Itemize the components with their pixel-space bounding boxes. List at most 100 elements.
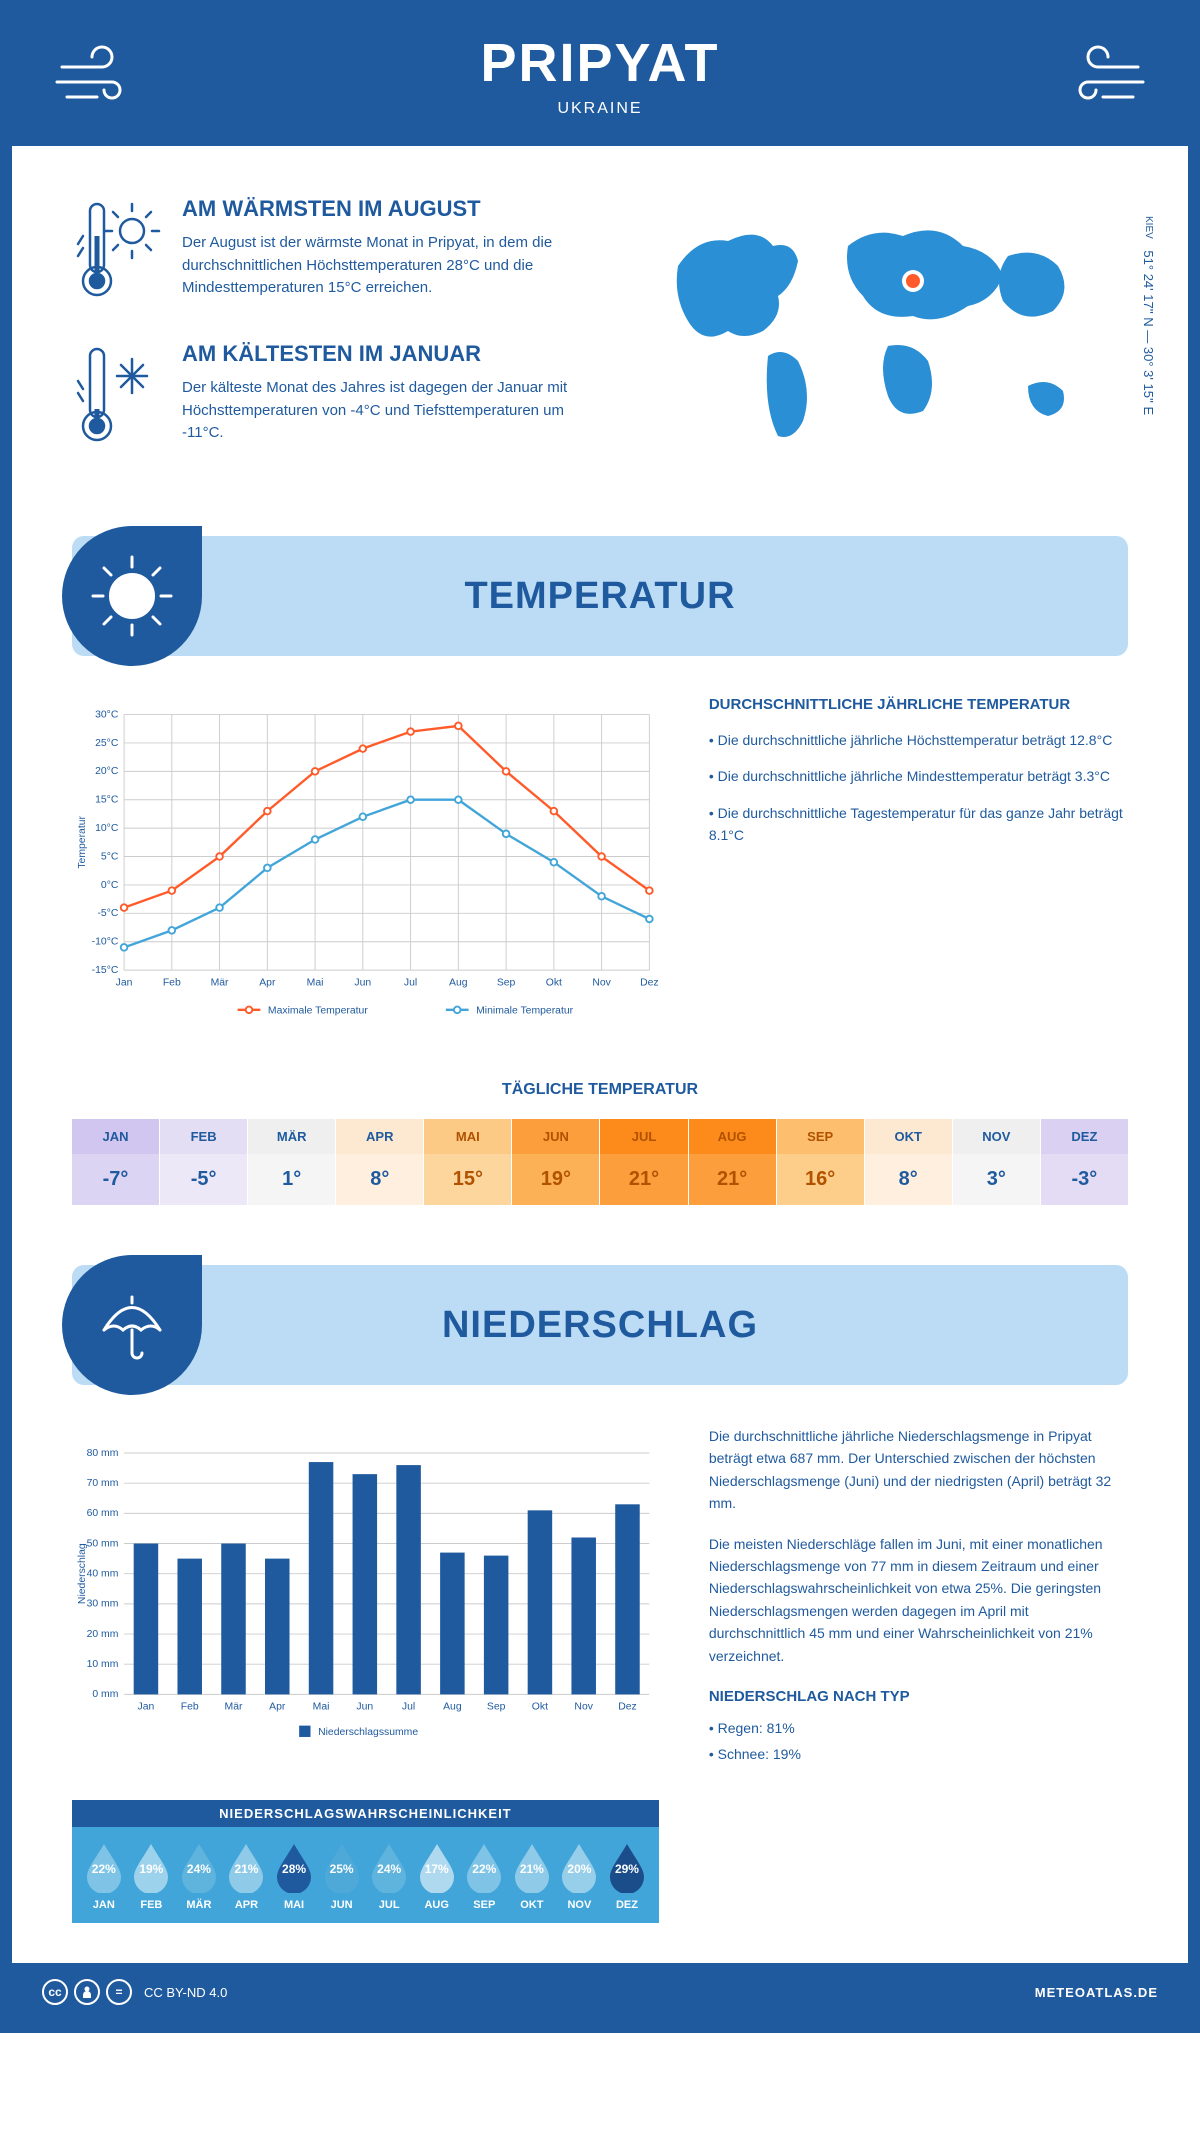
warmest-block: AM WÄRMSTEN IM AUGUST Der August ist der… [72, 196, 608, 311]
raindrop-icon: 22% [462, 1841, 506, 1893]
svg-text:Dez: Dez [640, 977, 659, 988]
prob-cell: 21% APR [223, 1841, 271, 1911]
wind-icon [1048, 42, 1148, 117]
svg-text:Jun: Jun [354, 977, 371, 988]
svg-text:Nov: Nov [574, 1702, 593, 1713]
svg-text:25°C: 25°C [95, 738, 119, 749]
svg-text:0 mm: 0 mm [92, 1689, 118, 1700]
precipitation-bar-chart: 0 mm10 mm20 mm30 mm40 mm50 mm60 mm70 mm8… [72, 1425, 659, 1770]
prob-cell: 21% OKT [508, 1841, 556, 1911]
raindrop-icon: 28% [272, 1841, 316, 1893]
temperature-line-chart: -15°C-10°C-5°C0°C5°C10°C15°C20°C25°C30°C… [72, 696, 659, 1041]
svg-text:Feb: Feb [163, 977, 181, 988]
coldest-text: Der kälteste Monat des Jahres ist dagege… [182, 377, 608, 445]
temperature-heading: TEMPERATUR [464, 575, 735, 618]
coldest-block: AM KÄLTESTEN IM JANUAR Der kälteste Mona… [72, 341, 608, 456]
temperature-summary: DURCHSCHNITTLICHE JÄHRLICHE TEMPERATUR •… [709, 696, 1128, 1041]
svg-text:Mär: Mär [225, 1702, 243, 1713]
daily-temp-title: TÄGLICHE TEMPERATUR [72, 1081, 1128, 1099]
brand: METEOATLAS.DE [1035, 1985, 1158, 2000]
warmest-title: AM WÄRMSTEN IM AUGUST [182, 196, 608, 222]
svg-text:Jan: Jan [138, 1702, 155, 1713]
svg-text:Apr: Apr [259, 977, 276, 988]
precipitation-section-header: NIEDERSCHLAG [72, 1265, 1128, 1385]
wind-icon [52, 42, 152, 117]
prob-cell: 29% DEZ [603, 1841, 651, 1911]
svg-text:Minimale Temperatur: Minimale Temperatur [476, 1006, 574, 1017]
prob-cell: 20% NOV [556, 1841, 604, 1911]
thermometer-hot-icon [72, 196, 162, 311]
svg-text:Nov: Nov [592, 977, 611, 988]
daily-cell: AUG 21° [689, 1119, 777, 1205]
prob-cell: 24% MÄR [175, 1841, 223, 1911]
daily-cell: MÄR 1° [248, 1119, 336, 1205]
svg-text:30°C: 30°C [95, 709, 119, 720]
raindrop-icon: 25% [320, 1841, 364, 1893]
coordinates: KIEV 51° 24' 17'' N — 30° 3' 15'' E [1141, 216, 1156, 415]
daily-cell: OKT 8° [865, 1119, 953, 1205]
footer: cc = CC BY-ND 4.0 METEOATLAS.DE [12, 1963, 1188, 2021]
svg-text:Jul: Jul [402, 1702, 415, 1713]
daily-cell: JUL 21° [600, 1119, 688, 1205]
prob-cell: 19% FEB [128, 1841, 176, 1911]
daily-cell: JUN 19° [512, 1119, 600, 1205]
prob-cell: 24% JUL [365, 1841, 413, 1911]
umbrella-icon [62, 1255, 202, 1395]
svg-text:Dez: Dez [618, 1702, 637, 1713]
svg-text:15°C: 15°C [95, 795, 119, 806]
svg-text:80 mm: 80 mm [87, 1448, 119, 1459]
coldest-title: AM KÄLTESTEN IM JANUAR [182, 341, 608, 367]
svg-text:60 mm: 60 mm [87, 1508, 119, 1519]
prob-cell: 22% SEP [461, 1841, 509, 1911]
raindrop-icon: 17% [415, 1841, 459, 1893]
sun-icon [62, 526, 202, 666]
raindrop-icon: 29% [605, 1841, 649, 1893]
header: PRIPYAT UKRAINE [12, 12, 1188, 146]
daily-cell: APR 8° [336, 1119, 424, 1205]
raindrop-icon: 21% [510, 1841, 554, 1893]
svg-text:Mär: Mär [211, 977, 229, 988]
daily-cell: NOV 3° [953, 1119, 1041, 1205]
svg-text:Niederschlagssumme: Niederschlagssumme [318, 1727, 418, 1738]
precipitation-probability: NIEDERSCHLAGSWAHRSCHEINLICHKEIT 22% JAN … [72, 1800, 659, 1923]
daily-cell: MAI 15° [424, 1119, 512, 1205]
svg-text:-10°C: -10°C [92, 937, 119, 948]
svg-text:Maximale Temperatur: Maximale Temperatur [268, 1006, 368, 1017]
svg-text:5°C: 5°C [101, 851, 119, 862]
svg-text:0°C: 0°C [101, 880, 119, 891]
raindrop-icon: 21% [224, 1841, 268, 1893]
daily-cell: FEB -5° [160, 1119, 248, 1205]
daily-temp-grid: JAN -7° FEB -5° MÄR 1° APR 8° MAI 15° JU… [72, 1119, 1128, 1205]
svg-text:Temperatur: Temperatur [77, 815, 88, 868]
svg-text:Mai: Mai [313, 1702, 330, 1713]
svg-text:10 mm: 10 mm [87, 1659, 119, 1670]
precipitation-summary: Die durchschnittliche jährliche Niedersc… [709, 1425, 1128, 1923]
raindrop-icon: 24% [177, 1841, 221, 1893]
raindrop-icon: 19% [129, 1841, 173, 1893]
svg-text:Feb: Feb [181, 1702, 199, 1713]
svg-text:20°C: 20°C [95, 766, 119, 777]
prob-cell: 25% JUN [318, 1841, 366, 1911]
license-text: CC BY-ND 4.0 [144, 1985, 227, 2000]
svg-text:Aug: Aug [449, 977, 468, 988]
svg-text:50 mm: 50 mm [87, 1538, 119, 1549]
temperature-section-header: TEMPERATUR [72, 536, 1128, 656]
svg-text:Jun: Jun [356, 1702, 373, 1713]
raindrop-icon: 20% [557, 1841, 601, 1893]
thermometer-cold-icon [72, 341, 162, 456]
city-title: PRIPYAT [12, 32, 1188, 94]
svg-text:Apr: Apr [269, 1702, 286, 1713]
cc-license-icons: cc = [42, 1979, 132, 2005]
daily-cell: JAN -7° [72, 1119, 160, 1205]
svg-text:70 mm: 70 mm [87, 1478, 119, 1489]
precipitation-heading: NIEDERSCHLAG [442, 1304, 758, 1347]
svg-text:30 mm: 30 mm [87, 1599, 119, 1610]
prob-cell: 22% JAN [80, 1841, 128, 1911]
svg-text:10°C: 10°C [95, 823, 119, 834]
svg-text:Sep: Sep [497, 977, 516, 988]
world-map: KIEV 51° 24' 17'' N — 30° 3' 15'' E [648, 196, 1128, 486]
prob-cell: 28% MAI [270, 1841, 318, 1911]
svg-text:Jan: Jan [116, 977, 133, 988]
intro-section: AM WÄRMSTEN IM AUGUST Der August ist der… [72, 196, 1128, 486]
prob-cell: 17% AUG [413, 1841, 461, 1911]
